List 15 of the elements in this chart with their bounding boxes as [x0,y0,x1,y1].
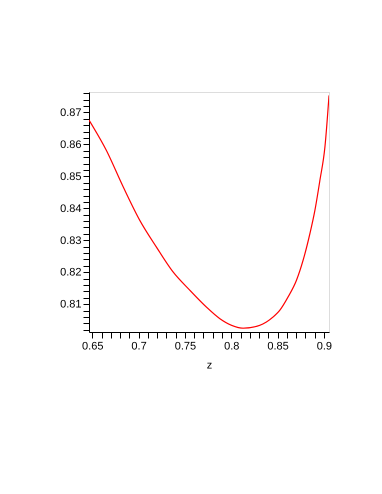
x-tick-label: 0.9 [316,340,332,352]
x-tick-label: 0.75 [174,340,196,352]
x-tick-label: 0.65 [82,340,104,352]
y-tick-label: 0.83 [60,234,82,247]
line-series [89,95,329,329]
y-tick-label: 0.87 [60,106,82,119]
y-tick-label: 0.86 [60,138,82,151]
y-tick-label: 0.81 [60,298,82,311]
x-tick-label: 0.85 [267,340,289,352]
y-tick-label: 0.82 [60,266,82,279]
y-tick-label: 0.84 [60,202,82,215]
x-tick-label: 0.8 [224,340,240,352]
x-axis-title: z [206,360,212,372]
y-tick-label: 0.85 [60,170,82,183]
x-tick-label: 0.7 [131,340,147,352]
